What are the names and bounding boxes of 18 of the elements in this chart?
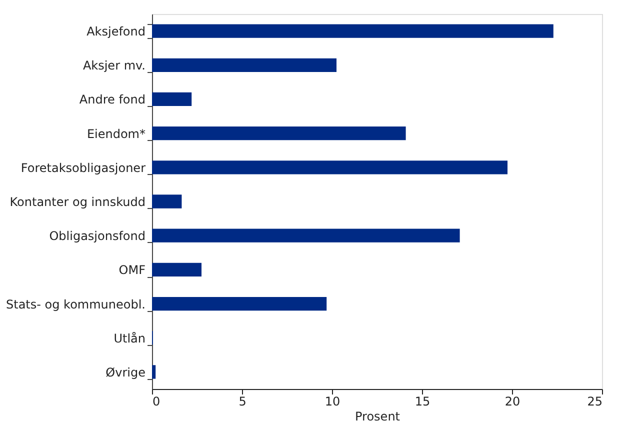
y-tick-label: Aksjefond [86, 24, 146, 39]
x-tick-label: 10 [324, 394, 340, 408]
x-axis-title: Prosent [355, 410, 400, 424]
x-tick-label: 25 [587, 394, 602, 408]
x-tick-label: 0 [152, 394, 160, 408]
y-tick-label: Aksjer mv. [82, 58, 146, 73]
y-tick-label: Foretaksobligasjoner [20, 160, 146, 175]
x-tick-label: 5 [238, 394, 246, 408]
y-tick-label: Andre fond [79, 92, 146, 107]
y-tick-label: Øvrige [106, 365, 146, 380]
y-tick-label: OMF [118, 263, 146, 278]
y-tick-label: Stats- og kommuneobl. [6, 297, 146, 312]
y-tick-label: Eiendom* [86, 126, 146, 141]
x-tick-label: 15 [414, 394, 430, 408]
y-tick-label: Kontanter og innskudd [10, 195, 146, 209]
x-tick-label: 20 [504, 394, 520, 408]
y-tick-label: Utlån [114, 331, 146, 346]
y-tick-label: Obligasjonsfond [49, 229, 146, 244]
